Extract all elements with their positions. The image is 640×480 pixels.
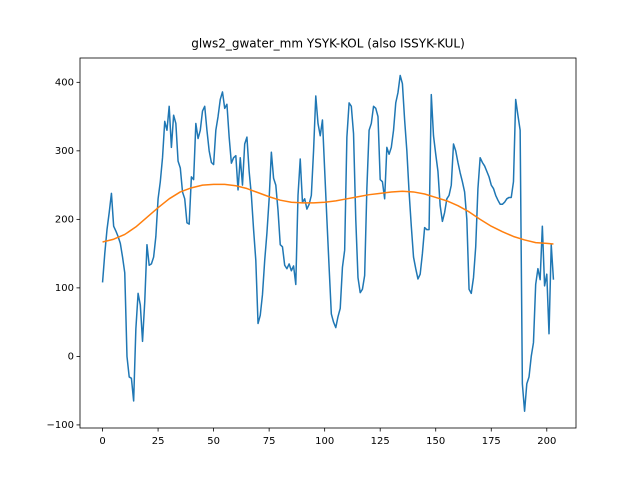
x-tick-label: 75 (263, 436, 276, 447)
y-tick-label: 400 (55, 77, 74, 88)
x-tick-label: 200 (537, 436, 556, 447)
y-tick-label: −100 (47, 420, 74, 431)
x-tick-label: 0 (99, 436, 105, 447)
series-line (102, 183, 554, 245)
x-tick-label: 150 (426, 436, 445, 447)
x-tick-label: 50 (207, 436, 220, 447)
axes-frame (79, 57, 577, 429)
chart-title: glws2_gwater_mm YSYK-KOL (also ISSYK-KUL… (191, 37, 465, 51)
y-tick-label: 300 (55, 146, 74, 157)
y-tick-label: 100 (55, 283, 74, 294)
y-tick-label: 0 (68, 351, 74, 362)
x-tick-label: 25 (152, 436, 165, 447)
x-tick-label: 125 (371, 436, 390, 447)
x-tick-label: 175 (482, 436, 501, 447)
y-tick-label: 200 (55, 214, 74, 225)
series-line (101, 74, 555, 412)
x-tick-label: 100 (315, 436, 334, 447)
